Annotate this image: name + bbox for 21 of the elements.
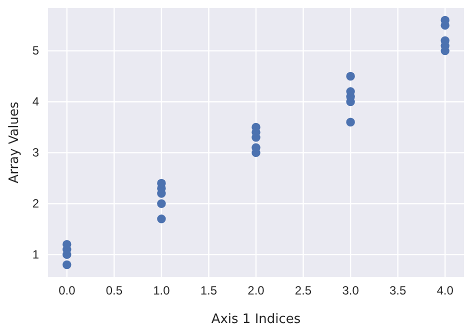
x-tick-label: 0.5	[106, 284, 123, 298]
y-axis-title: Array Values	[7, 101, 22, 184]
x-tick-label: 3.0	[342, 284, 360, 298]
x-tick-label: 2.0	[248, 284, 265, 298]
point	[62, 260, 72, 270]
y-tick-label: 2	[32, 196, 40, 210]
x-tick-label: 2.5	[294, 284, 312, 298]
y-tick-label: 5	[32, 44, 40, 58]
x-axis-title: Axis 1 Indices	[211, 312, 301, 327]
point	[346, 118, 355, 126]
x-tick-label: 4.0	[436, 284, 454, 298]
x-tick-label: 1.0	[153, 284, 170, 298]
y-tick-label: 4	[32, 94, 40, 109]
x-tick-label: 0.0	[58, 284, 76, 298]
y-tick-label: 3	[32, 146, 40, 160]
x-tick-label: 3.5	[389, 284, 406, 298]
point	[346, 72, 355, 81]
x-tick-label: 1.5	[200, 284, 218, 298]
point	[157, 214, 166, 224]
point	[157, 199, 166, 208]
y-tick-label: 1	[32, 247, 40, 262]
